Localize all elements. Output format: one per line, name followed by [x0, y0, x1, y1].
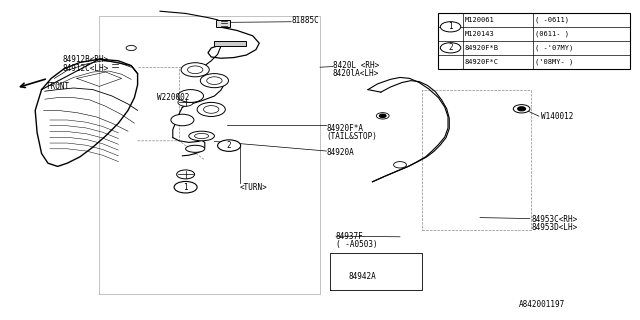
- Text: M120143: M120143: [465, 31, 494, 37]
- Circle shape: [200, 74, 228, 88]
- Text: 84912C<LH>: 84912C<LH>: [63, 64, 109, 73]
- Circle shape: [376, 113, 389, 119]
- Text: ( -A0503): ( -A0503): [336, 240, 378, 249]
- Circle shape: [518, 107, 525, 111]
- Text: FRONT: FRONT: [46, 82, 69, 91]
- Text: ( -0611): ( -0611): [535, 17, 569, 23]
- Text: 84942A: 84942A: [349, 272, 376, 281]
- Text: <TURN>: <TURN>: [240, 183, 268, 192]
- Bar: [438, 13, 630, 69]
- Text: W140012: W140012: [541, 112, 573, 121]
- Ellipse shape: [186, 145, 205, 152]
- Circle shape: [218, 140, 241, 151]
- Circle shape: [174, 181, 197, 193]
- Circle shape: [126, 45, 136, 51]
- Text: 84920F*A: 84920F*A: [326, 124, 364, 132]
- Ellipse shape: [189, 131, 214, 141]
- Text: 2: 2: [227, 141, 232, 150]
- Text: W220002: W220002: [157, 93, 189, 102]
- Text: 84953C<RH>: 84953C<RH>: [531, 215, 577, 224]
- FancyBboxPatch shape: [216, 20, 230, 27]
- Text: 84920F*C: 84920F*C: [465, 59, 499, 65]
- Text: 84920A: 84920A: [326, 148, 354, 156]
- Text: 1: 1: [448, 22, 453, 31]
- Text: 8420L <RH>: 8420L <RH>: [333, 61, 379, 70]
- Text: M120061: M120061: [465, 17, 494, 23]
- Circle shape: [171, 114, 194, 126]
- Text: ( -'07MY): ( -'07MY): [535, 44, 573, 51]
- Circle shape: [197, 102, 225, 116]
- Text: ('08MY- ): ('08MY- ): [535, 59, 573, 65]
- Text: A842001197: A842001197: [518, 300, 564, 309]
- Circle shape: [178, 99, 193, 106]
- Circle shape: [181, 63, 209, 77]
- Text: 84912B<RH>: 84912B<RH>: [63, 55, 109, 64]
- Bar: [214, 41, 246, 46]
- Circle shape: [394, 162, 406, 168]
- Circle shape: [177, 170, 195, 179]
- Circle shape: [440, 22, 461, 32]
- Text: 8420lA<LH>: 8420lA<LH>: [333, 69, 379, 78]
- Text: (TAIL&STOP): (TAIL&STOP): [326, 132, 377, 140]
- Circle shape: [513, 105, 530, 113]
- Text: 1: 1: [183, 183, 188, 192]
- Text: 2: 2: [448, 43, 453, 52]
- Circle shape: [440, 43, 461, 53]
- Circle shape: [178, 90, 204, 102]
- Text: (0611- ): (0611- ): [535, 30, 569, 37]
- Text: 84920F*B: 84920F*B: [465, 45, 499, 51]
- Text: 84937F: 84937F: [336, 232, 364, 241]
- Text: 84953D<LH>: 84953D<LH>: [531, 223, 577, 232]
- Text: 81885C: 81885C: [291, 16, 319, 25]
- Circle shape: [380, 114, 386, 117]
